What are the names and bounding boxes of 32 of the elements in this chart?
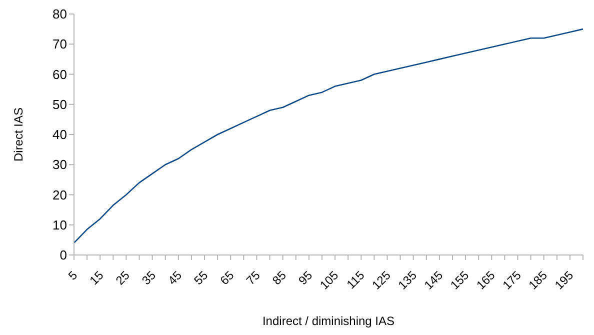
y-tick-label: 60: [52, 66, 67, 82]
x-tick-label: 105: [317, 268, 342, 292]
x-tick-label: 145: [421, 268, 446, 292]
y-tick-label: 30: [52, 157, 67, 172]
line-series: [73, 28, 584, 244]
x-tick-label: 85: [270, 268, 290, 288]
x-tick-label: 5: [65, 268, 80, 283]
y-tick-label: 80: [52, 6, 67, 22]
x-tick-label: 35: [139, 268, 159, 288]
x-tick-label: 125: [369, 268, 394, 292]
x-tick-label: 195: [552, 268, 576, 292]
x-tick-label: 45: [165, 268, 185, 288]
x-tick-label: 15: [86, 268, 106, 288]
x-tick-label: 65: [217, 268, 237, 288]
x-tick-label: 175: [500, 268, 524, 292]
y-tick-label: 70: [52, 36, 67, 52]
y-tick-label: 40: [52, 127, 67, 142]
x-tick-label: 155: [448, 268, 472, 292]
x-axis-title: Indirect / diminishing IAS: [262, 314, 395, 328]
x-tick-label: 95: [296, 268, 316, 288]
y-tick-label: 10: [52, 217, 67, 232]
x-tick-label: 75: [243, 268, 264, 288]
y-tick-label: 50: [52, 96, 67, 112]
y-tick-label: 20: [52, 187, 67, 202]
x-tick-label: 185: [526, 268, 550, 292]
y-axis-title: Direct IAS: [11, 107, 26, 162]
x-tick-label: 55: [191, 268, 211, 288]
x-tick-label: 165: [474, 268, 498, 292]
x-tick-label: 115: [344, 268, 368, 292]
y-tick-label: 0: [60, 248, 67, 263]
x-tick-label: 25: [112, 268, 133, 288]
x-tick-label: 135: [395, 268, 420, 292]
